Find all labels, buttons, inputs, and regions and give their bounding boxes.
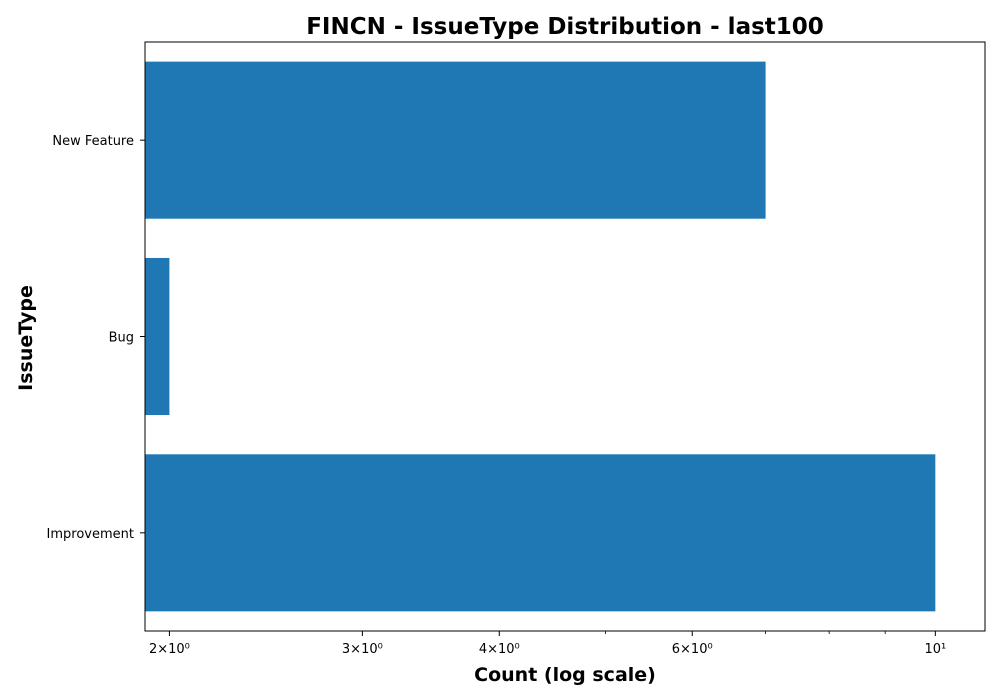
y-tick-label-improvement: Improvement — [47, 527, 134, 542]
y-axis-label: IssueType — [15, 285, 37, 391]
bar-bug — [145, 257, 170, 416]
x-tick-label: 3×10⁰ — [342, 642, 383, 657]
y-tick-label-new-feature: New Feature — [52, 134, 134, 149]
x-axis-label: Count (log scale) — [474, 664, 656, 686]
x-axis-ticks: 2×10⁰ 3×10⁰ 4×10⁰ 6×10⁰ 10¹ — [149, 631, 946, 657]
bar-new-feature — [145, 61, 766, 219]
y-tick-label-bug: Bug — [109, 331, 134, 346]
x-tick-label: 4×10⁰ — [479, 642, 520, 657]
x-tick-label: 6×10⁰ — [672, 642, 713, 657]
bars — [145, 61, 936, 612]
chart-title: FINCN - IssueType Distribution - last100 — [306, 14, 824, 40]
x-tick-label: 2×10⁰ — [149, 642, 190, 657]
x-tick-label: 10¹ — [924, 642, 946, 657]
y-axis-ticks: New Feature Bug Improvement — [47, 134, 145, 542]
bar-improvement — [145, 454, 936, 612]
